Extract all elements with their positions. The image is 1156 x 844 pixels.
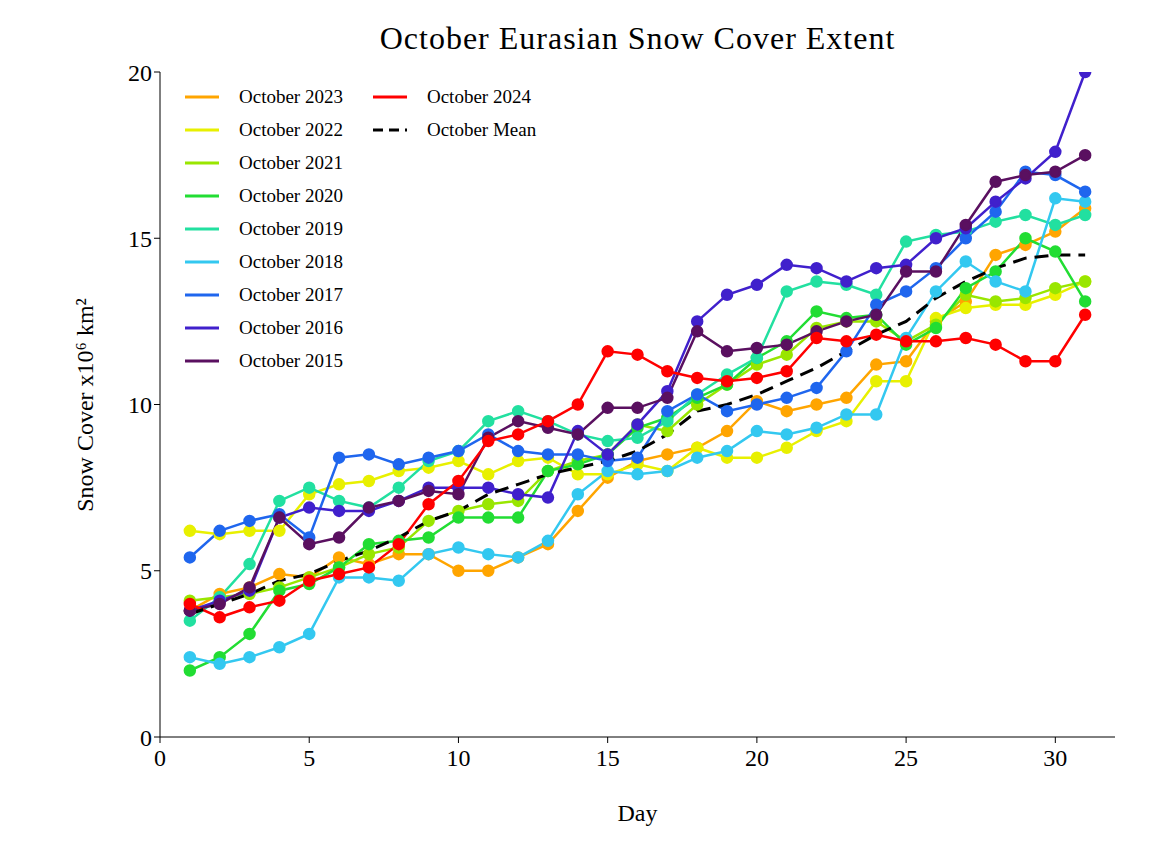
html-text:October 2023: October 2023 (239, 85, 343, 107)
svg-text:5: 5 (140, 558, 152, 584)
svg-text:10: 10 (446, 745, 470, 771)
html-text:October 2022: October 2022 (239, 118, 343, 140)
svg-text:10: 10 (128, 392, 152, 418)
html-text:October 2017: October 2017 (239, 283, 343, 305)
html-text:October 2019: October 2019 (239, 217, 343, 239)
svg-text:30: 30 (1043, 745, 1067, 771)
html-text:Snow Cover x10⁶ km²: Snow Cover x10⁶ km² (71, 297, 98, 512)
svg-text:15: 15 (128, 226, 152, 252)
html-text:October 2016: October 2016 (239, 316, 343, 338)
html-text:October 2021: October 2021 (239, 151, 343, 173)
html-text:October 2020: October 2020 (239, 184, 343, 206)
html-text:October Eurasian Snow Cover Ex: October Eurasian Snow Cover Extent (379, 19, 896, 56)
html-text:October 2024: October 2024 (427, 85, 531, 107)
html-text:October 2018: October 2018 (239, 250, 343, 272)
svg-text:25: 25 (894, 745, 918, 771)
svg-text:0: 0 (154, 745, 166, 771)
svg-text:20: 20 (128, 60, 152, 86)
html-text:Day: Day (617, 799, 658, 826)
svg-text:15: 15 (596, 745, 620, 771)
html-text:October Mean: October Mean (427, 118, 537, 140)
svg-text:20: 20 (745, 745, 769, 771)
html-text:October 2015: October 2015 (239, 349, 343, 371)
svg-text:5: 5 (303, 745, 315, 771)
svg-text:0: 0 (140, 725, 152, 751)
